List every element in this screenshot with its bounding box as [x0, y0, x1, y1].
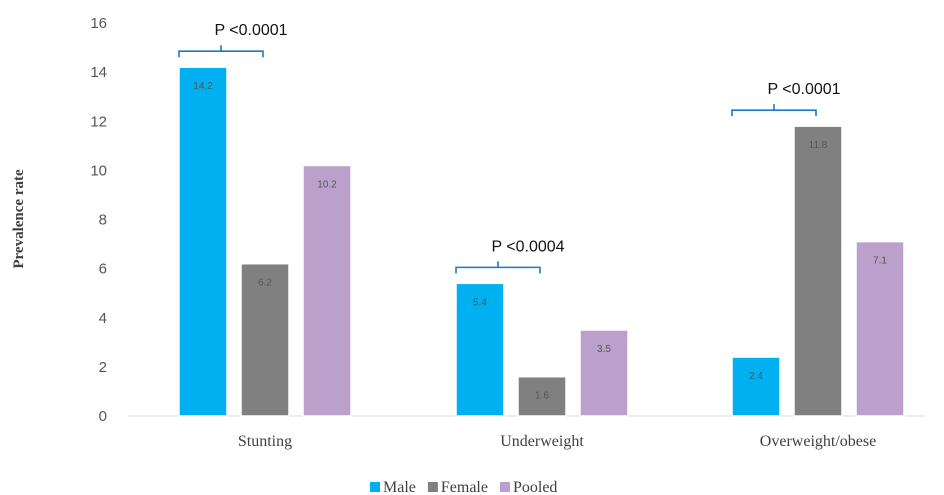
data-label: 6.2	[258, 278, 272, 289]
bar-male-overweight-obese	[731, 356, 781, 417]
significance-bracket	[455, 261, 541, 274]
legend-label-female: Female	[441, 479, 488, 495]
y-axis-label: Prevalence rate	[11, 169, 27, 269]
bar-pooled-overweight-obese	[855, 240, 905, 417]
bar-female-overweight-obese	[793, 125, 843, 417]
legend: Male Female Pooled	[370, 479, 557, 495]
bar-male-stunting	[178, 66, 228, 417]
legend-label-pooled: Pooled	[513, 479, 557, 495]
legend-swatch-pooled	[499, 482, 510, 492]
data-label: 1.6	[535, 391, 549, 402]
bar-pooled-underweight	[579, 329, 629, 417]
data-label: 10.2	[317, 179, 337, 190]
y-tick-label: 8	[99, 212, 107, 229]
category-label: Underweight	[500, 433, 584, 450]
x-axis-categories: Stunting Underweight Overweight/obese	[238, 433, 876, 450]
legend-swatch-male	[370, 482, 380, 492]
p-value-label: P <0.0001	[767, 81, 840, 98]
y-tick-label: 2	[99, 359, 107, 376]
y-tick-label: 12	[90, 113, 107, 130]
data-label: 5.4	[473, 297, 487, 308]
bar-pooled-stunting	[302, 164, 352, 417]
legend-swatch-female	[427, 482, 438, 492]
bar-male-underweight	[455, 282, 505, 417]
bars: 14.2 6.2 10.2 5.4 1.6 3.5 2.4 11.8 7.1	[178, 66, 905, 417]
significance-annotations: P <0.0001 P <0.0004 P <0.0001	[178, 22, 841, 274]
category-label: Stunting	[238, 433, 292, 450]
y-tick-label: 10	[90, 162, 107, 179]
data-label: 7.1	[873, 256, 887, 267]
y-tick-label: 6	[99, 261, 107, 278]
bar-female-stunting	[240, 262, 290, 417]
p-value-label: P <0.0004	[491, 238, 564, 255]
bar-female-underweight	[517, 375, 567, 417]
legend-label-male: Male	[383, 479, 416, 495]
significance-bracket	[731, 104, 817, 117]
y-tick-label: 16	[90, 15, 107, 32]
y-axis-ticks: 0 2 4 6 8 10 12 14 16	[90, 15, 107, 425]
data-label: 2.4	[749, 371, 763, 382]
data-label: 3.5	[597, 344, 611, 355]
significance-bracket	[178, 45, 264, 58]
data-label: 11.8	[809, 140, 828, 151]
data-label: 14.2	[193, 81, 213, 92]
category-label: Overweight/obese	[760, 433, 876, 450]
y-tick-label: 4	[99, 310, 107, 327]
p-value-label: P <0.0001	[214, 22, 287, 39]
y-tick-label: 14	[90, 64, 107, 81]
y-tick-label: 0	[99, 408, 107, 425]
